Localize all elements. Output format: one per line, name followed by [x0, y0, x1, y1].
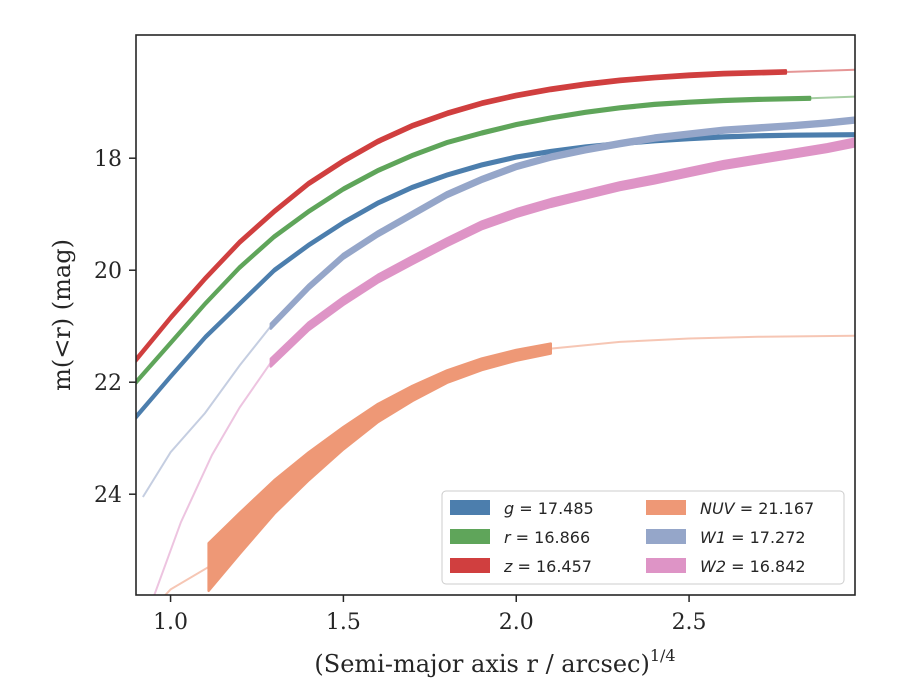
series-2-band	[136, 69, 788, 363]
series-1	[136, 95, 855, 385]
legend-swatch-5	[646, 558, 686, 573]
legend-value-1: = 16.866	[511, 528, 591, 547]
legend-label-1: r = 16.866	[504, 528, 590, 547]
y-tick-label-3: 24	[94, 483, 122, 508]
legend-label-4: W1 = 17.272	[700, 528, 806, 547]
x-tick-label-1: 1.5	[326, 610, 361, 635]
legend-label-2: z = 16.457	[503, 557, 592, 576]
legend-symbol-0: g	[504, 499, 514, 518]
legend-symbol-5: W2	[700, 557, 726, 576]
series-0-band	[136, 132, 855, 420]
legend-label-0: g = 17.485	[504, 499, 594, 518]
series-2	[136, 68, 855, 363]
y-tick-label-0: 18	[94, 147, 122, 172]
y-axis-label: m(<r) (mag)	[48, 239, 76, 391]
series-3	[164, 334, 855, 595]
legend-swatch-4	[646, 529, 686, 544]
x-axis-label-sup: 1/4	[650, 646, 676, 665]
legend-symbol-3: NUV	[700, 499, 736, 518]
series-4	[142, 116, 855, 498]
legend-value-0: = 17.485	[514, 499, 594, 518]
legend-swatch-3	[646, 500, 686, 515]
series-4-band	[269, 116, 855, 330]
legend-symbol-2: z	[503, 557, 513, 576]
x-axis-label: (Semi-major axis r / arcsec)1/4	[314, 646, 675, 678]
series-4-extrapolation	[142, 325, 272, 498]
series-0	[136, 132, 855, 420]
series-layer	[136, 68, 855, 595]
legend-label-3: NUV = 21.167	[700, 499, 814, 518]
series-2-extrapolation	[785, 68, 855, 73]
legend-value-3: = 21.167	[735, 499, 815, 518]
legend-swatch-1	[450, 529, 490, 544]
series-3-band	[207, 342, 552, 592]
y-tick-label-2: 22	[94, 371, 122, 396]
legend-frame	[441, 490, 845, 585]
series-1-extrapolation	[810, 95, 855, 100]
legend-value-5: = 16.842	[726, 557, 806, 576]
legend-symbol-1: r	[504, 528, 512, 547]
x-tick-label-3: 2.5	[672, 610, 707, 635]
x-tick-label-0: 1.0	[153, 610, 188, 635]
legend-swatch-0	[450, 500, 490, 515]
plot-frame	[135, 34, 856, 596]
legend-label-5: W2 = 16.842	[700, 557, 806, 576]
series-5	[153, 137, 855, 595]
series-1-band	[136, 95, 812, 385]
legend-swatch-2	[450, 558, 490, 573]
series-5-extrapolation	[153, 362, 272, 595]
series-5-band	[269, 137, 855, 368]
x-tick-label-2: 2.0	[499, 610, 534, 635]
legend-symbol-4: W1	[700, 528, 726, 547]
y-tick-label-1: 20	[94, 259, 122, 284]
ticks-layer: 1.0 1.5 2.0 2.5 18 20 22 24	[94, 147, 707, 635]
legend-value-2: = 16.457	[512, 557, 592, 576]
legend-value-4: = 17.272	[726, 528, 806, 547]
